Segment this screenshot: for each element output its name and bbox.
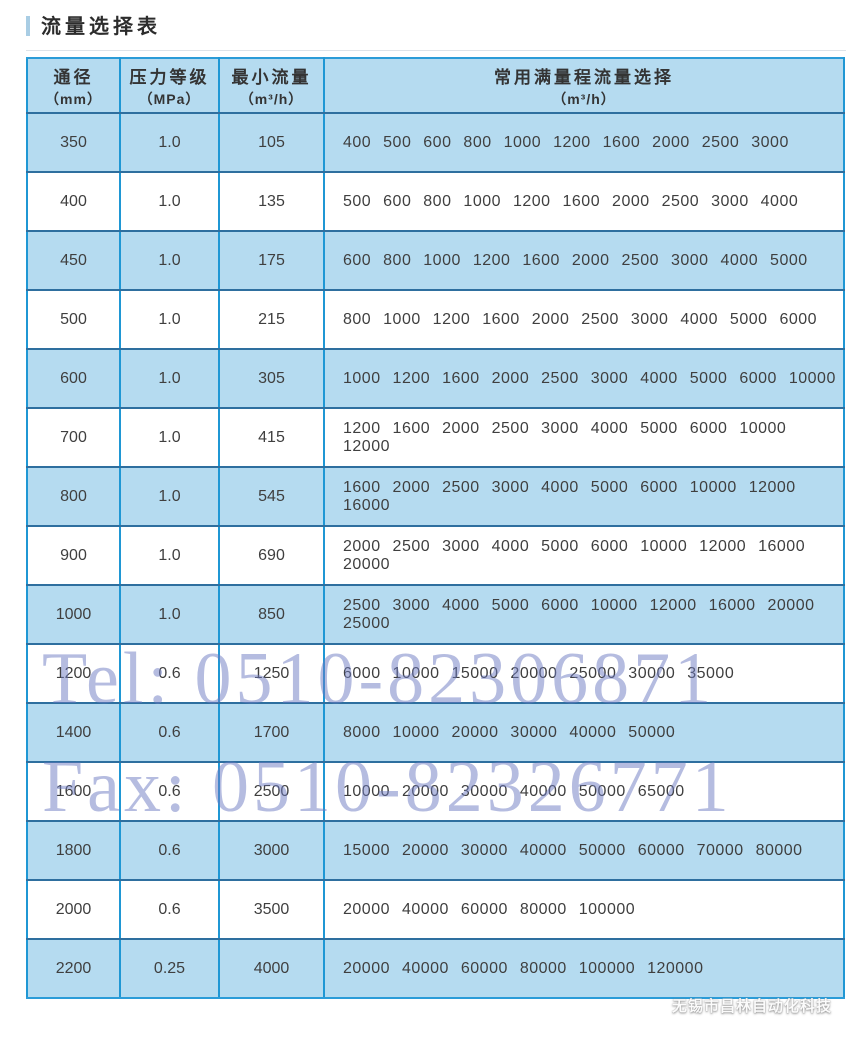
cell-full-scale: 2000 2500 3000 4000 5000 6000 10000 1200… <box>323 525 845 586</box>
cell-diameter: 1800 <box>26 820 121 881</box>
cell-full-scale: 1600 2000 2500 3000 4000 5000 6000 10000… <box>323 466 845 527</box>
cell-min-flow: 1700 <box>218 702 325 763</box>
flow-selection-table: 通径 （mm） 压力等级 （MPa） 最小流量 （m³/h） 常用满量程流量选择… <box>26 57 845 999</box>
table-row: 450 1.0 175 600 800 1000 1200 1600 2000 … <box>26 230 845 291</box>
header-label: 压力等级 <box>129 67 210 87</box>
header-unit: （m³/h） <box>552 90 616 107</box>
table-row: 500 1.0 215 800 1000 1200 1600 2000 2500… <box>26 289 845 350</box>
cell-pressure: 1.0 <box>119 584 220 645</box>
cell-min-flow: 4000 <box>218 938 325 999</box>
cell-diameter: 400 <box>26 171 121 232</box>
table-row: 2000 0.6 3500 20000 40000 60000 80000 10… <box>26 879 845 940</box>
table-row: 350 1.0 105 400 500 600 800 1000 1200 16… <box>26 112 845 173</box>
cell-diameter: 700 <box>26 407 121 468</box>
table-header: 通径 （mm） 压力等级 （MPa） 最小流量 （m³/h） 常用满量程流量选择… <box>26 57 845 114</box>
table-row: 1600 0.6 2500 10000 20000 30000 40000 50… <box>26 761 845 822</box>
table-row: 1200 0.6 1250 6000 10000 15000 20000 250… <box>26 643 845 704</box>
cell-min-flow: 3000 <box>218 820 325 881</box>
cell-full-scale: 1200 1600 2000 2500 3000 4000 5000 6000 … <box>323 407 845 468</box>
cell-diameter: 2200 <box>26 938 121 999</box>
cell-diameter: 1200 <box>26 643 121 704</box>
cell-full-scale: 20000 40000 60000 80000 100000 <box>323 879 845 940</box>
cell-full-scale: 400 500 600 800 1000 1200 1600 2000 2500… <box>323 112 845 173</box>
header-unit: （m³/h） <box>239 90 304 107</box>
cell-min-flow: 135 <box>218 171 325 232</box>
table-row: 1400 0.6 1700 8000 10000 20000 30000 400… <box>26 702 845 763</box>
col-header-min-flow: 最小流量 （m³/h） <box>218 57 325 114</box>
cell-full-scale: 20000 40000 60000 80000 100000 120000 <box>323 938 845 999</box>
cell-pressure: 1.0 <box>119 407 220 468</box>
cell-full-scale: 2500 3000 4000 5000 6000 10000 12000 160… <box>323 584 845 645</box>
cell-min-flow: 1250 <box>218 643 325 704</box>
col-header-full-scale: 常用满量程流量选择 （m³/h） <box>323 57 845 114</box>
header-label: 通径 <box>53 67 94 87</box>
title-accent-bar <box>26 16 30 36</box>
cell-min-flow: 545 <box>218 466 325 527</box>
cell-diameter: 450 <box>26 230 121 291</box>
cell-min-flow: 105 <box>218 112 325 173</box>
cell-full-scale: 500 600 800 1000 1200 1600 2000 2500 300… <box>323 171 845 232</box>
table-row: 700 1.0 415 1200 1600 2000 2500 3000 400… <box>26 407 845 468</box>
cell-diameter: 1600 <box>26 761 121 822</box>
cell-pressure: 1.0 <box>119 230 220 291</box>
cell-diameter: 2000 <box>26 879 121 940</box>
table-row: 1800 0.6 3000 15000 20000 30000 40000 50… <box>26 820 845 881</box>
cell-full-scale: 800 1000 1200 1600 2000 2500 3000 4000 5… <box>323 289 845 350</box>
cell-pressure: 0.25 <box>119 938 220 999</box>
header-unit: （MPa） <box>138 90 201 107</box>
cell-pressure: 0.6 <box>119 643 220 704</box>
cell-pressure: 1.0 <box>119 171 220 232</box>
header-unit: （mm） <box>45 90 102 107</box>
cell-pressure: 0.6 <box>119 761 220 822</box>
cell-diameter: 900 <box>26 525 121 586</box>
cell-pressure: 1.0 <box>119 112 220 173</box>
header-label: 常用满量程流量选择 <box>494 67 674 87</box>
cell-min-flow: 3500 <box>218 879 325 940</box>
cell-pressure: 0.6 <box>119 702 220 763</box>
cell-pressure: 1.0 <box>119 466 220 527</box>
header-row: 通径 （mm） 压力等级 （MPa） 最小流量 （m³/h） 常用满量程流量选择… <box>26 57 845 114</box>
cell-diameter: 800 <box>26 466 121 527</box>
cell-pressure: 0.6 <box>119 879 220 940</box>
table-row: 2200 0.25 4000 20000 40000 60000 80000 1… <box>26 938 845 999</box>
table-row: 1000 1.0 850 2500 3000 4000 5000 6000 10… <box>26 584 845 645</box>
cell-min-flow: 305 <box>218 348 325 409</box>
cell-diameter: 1400 <box>26 702 121 763</box>
table-row: 900 1.0 690 2000 2500 3000 4000 5000 600… <box>26 525 845 586</box>
cell-min-flow: 850 <box>218 584 325 645</box>
cell-pressure: 0.6 <box>119 820 220 881</box>
header-label: 最小流量 <box>231 67 312 87</box>
cell-full-scale: 600 800 1000 1200 1600 2000 2500 3000 40… <box>323 230 845 291</box>
cell-min-flow: 175 <box>218 230 325 291</box>
cell-full-scale: 15000 20000 30000 40000 50000 60000 7000… <box>323 820 845 881</box>
page-header: 流量选择表 <box>26 10 846 51</box>
cell-full-scale: 8000 10000 20000 30000 40000 50000 <box>323 702 845 763</box>
cell-pressure: 1.0 <box>119 525 220 586</box>
cell-min-flow: 2500 <box>218 761 325 822</box>
cell-diameter: 1000 <box>26 584 121 645</box>
cell-diameter: 500 <box>26 289 121 350</box>
col-header-diameter: 通径 （mm） <box>26 57 121 114</box>
table-row: 400 1.0 135 500 600 800 1000 1200 1600 2… <box>26 171 845 232</box>
cell-full-scale: 10000 20000 30000 40000 50000 65000 <box>323 761 845 822</box>
cell-min-flow: 415 <box>218 407 325 468</box>
table-body: 350 1.0 105 400 500 600 800 1000 1200 16… <box>26 112 845 999</box>
cell-min-flow: 215 <box>218 289 325 350</box>
cell-pressure: 1.0 <box>119 289 220 350</box>
table-row: 600 1.0 305 1000 1200 1600 2000 2500 300… <box>26 348 845 409</box>
cell-diameter: 350 <box>26 112 121 173</box>
table-row: 800 1.0 545 1600 2000 2500 3000 4000 500… <box>26 466 845 527</box>
cell-pressure: 1.0 <box>119 348 220 409</box>
page-title: 流量选择表 <box>41 16 161 38</box>
cell-diameter: 600 <box>26 348 121 409</box>
cell-full-scale: 1000 1200 1600 2000 2500 3000 4000 5000 … <box>323 348 845 409</box>
cell-min-flow: 690 <box>218 525 325 586</box>
col-header-pressure: 压力等级 （MPa） <box>119 57 220 114</box>
cell-full-scale: 6000 10000 15000 20000 25000 30000 35000 <box>323 643 845 704</box>
